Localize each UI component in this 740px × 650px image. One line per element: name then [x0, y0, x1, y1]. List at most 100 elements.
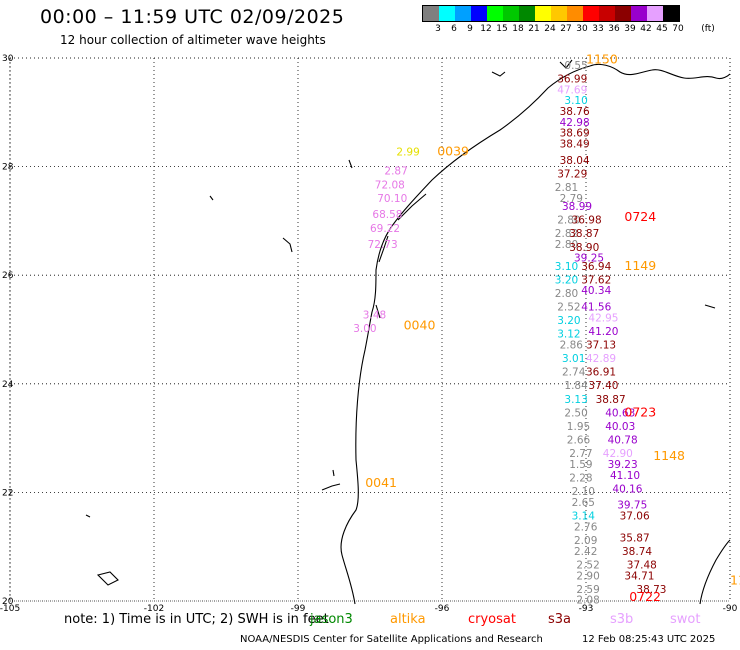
legend-swatch	[471, 6, 487, 21]
pass-time-label: 0724	[624, 209, 656, 224]
wave-height-label: 2.59	[576, 584, 599, 596]
legend-swatch	[551, 6, 567, 21]
legend-label: 70	[672, 24, 684, 34]
lon-tick-label: -102	[144, 604, 164, 614]
wave-height-label: 38.04	[560, 155, 590, 167]
lat-tick-label: 24	[2, 380, 14, 390]
wave-height-label: 1.59	[569, 459, 592, 471]
wave-height-label: 2.99	[396, 147, 419, 159]
coast-feature	[491, 71, 506, 77]
wave-height-label: 2.08	[576, 595, 599, 607]
legend-label: 24	[544, 24, 556, 34]
legend-label: 30	[576, 24, 588, 34]
coast-feature	[321, 483, 341, 491]
legend-label: 15	[496, 24, 508, 34]
satellite-name: swot	[670, 612, 701, 627]
wave-height-label: 40.16	[612, 483, 642, 495]
coastline-segment	[340, 65, 591, 605]
wave-height-label: 72.73	[368, 239, 398, 251]
wave-height-label: 2.09	[574, 535, 597, 547]
legend-label: 12	[480, 24, 492, 34]
wave-height-label: 2.80	[557, 215, 580, 227]
wave-height-label: 3.13	[564, 394, 587, 406]
wave-height-label: 39.23	[608, 459, 638, 471]
wave-height-label: 37.13	[586, 340, 616, 352]
legend-swatch	[519, 6, 535, 21]
lat-tick-label: 30	[2, 54, 14, 64]
legend-label: 45	[656, 24, 668, 34]
lon-tick-label: -105	[0, 604, 20, 614]
coast-feature	[332, 469, 335, 477]
legend-label: 42	[640, 24, 652, 34]
wave-height-label: 3.12	[557, 329, 580, 341]
wave-height-label: 37.40	[588, 380, 618, 392]
wave-height-label: 39.75	[617, 500, 647, 512]
legend-color-bar	[422, 5, 680, 22]
wave-height-label: 35.87	[620, 532, 650, 544]
wave-height-label: 3.20	[555, 274, 578, 286]
pass-time-label: 0722	[629, 589, 661, 604]
legend-swatch	[503, 6, 519, 21]
legend-label: 18	[512, 24, 524, 34]
satellite-name: cryosat	[468, 612, 516, 627]
wave-height-label: 2.79	[560, 193, 583, 205]
wave-height-label: 42.90	[603, 448, 633, 460]
legend-unit: (ft)	[701, 24, 715, 34]
legend-label: 39	[624, 24, 636, 34]
pass-time-label: 1147	[730, 573, 740, 588]
pass-time-label: 0041	[365, 475, 397, 490]
legend-swatch	[423, 6, 439, 21]
wave-height-label: 70.10	[377, 193, 407, 205]
wave-height-label: 3.14	[572, 511, 596, 523]
legend-label: 21	[528, 24, 540, 34]
wave-height-label: 40.78	[608, 435, 638, 447]
lat-tick-label: 26	[2, 271, 14, 281]
wave-height-label: 2.42	[574, 546, 597, 558]
legend-label: 9	[467, 24, 473, 34]
wave-height-label: 47.69	[557, 84, 587, 96]
legend-label: 36	[608, 24, 620, 34]
wave-height-label: 2.66	[567, 435, 591, 447]
wave-height-label: 2.80	[555, 239, 578, 251]
wave-height-label: 2.28	[569, 473, 592, 485]
footer-note: note: 1) Time is in UTC; 2) SWH is in fe…	[64, 612, 329, 627]
wave-height-label: 1.95	[567, 421, 590, 433]
wave-height-label: 40.03	[605, 421, 635, 433]
wave-height-label: 1.84	[564, 380, 588, 392]
coast-feature	[96, 571, 119, 586]
wave-height-label: 69.22	[370, 223, 400, 235]
wave-height-label: 2.77	[569, 448, 592, 460]
axis-tick-labels: -105 -102 -99 -96 -93 -90 30 28 26 24 22 20	[0, 54, 738, 614]
legend-label: 33	[592, 24, 604, 34]
coast-feature	[85, 514, 91, 518]
legend-swatch	[599, 6, 615, 21]
wave-height-label: 2.50	[564, 407, 587, 419]
wave-height-label: 38.74	[622, 546, 652, 558]
wave-height-label: 40.63	[605, 407, 635, 419]
wave-height-label: 2.76	[574, 521, 598, 533]
pass-time-label: 0040	[404, 318, 436, 333]
wave-height-label: 2.10	[572, 486, 595, 498]
map-frame	[9, 57, 731, 602]
wave-height-label: 3.10	[555, 261, 578, 273]
wave-height-label: 42.89	[586, 353, 616, 365]
page-subtitle: 12 hour collection of altimeter wave hei…	[60, 33, 326, 47]
credit-text: NOAA/NESDIS Center for Satellite Applica…	[240, 634, 543, 645]
wave-height-label: 41.20	[588, 326, 618, 338]
satellite-name: s3a	[548, 612, 572, 627]
wave-height-label: 2.80	[555, 288, 578, 300]
legend-swatch	[583, 6, 599, 21]
lon-tick-label: -93	[579, 604, 594, 614]
coast-feature	[704, 304, 716, 309]
wave-height-label: 0.55	[564, 60, 587, 72]
wave-height-label: 38.87	[596, 394, 626, 406]
wave-height-label: 42.95	[588, 312, 618, 324]
legend-label: 3	[435, 24, 441, 34]
wave-height-label: 37.06	[620, 511, 650, 523]
wave-height-label: 42.98	[560, 117, 590, 129]
legend-swatch	[567, 6, 583, 21]
wave-height-label: 2.87	[384, 166, 407, 178]
generated-timestamp: 12 Feb 08:25:43 UTC 2025	[582, 634, 716, 645]
pass-time-labels: 1150 0039 0724 1149 0040 0723 1148 0041 0722 1147	[365, 51, 740, 604]
